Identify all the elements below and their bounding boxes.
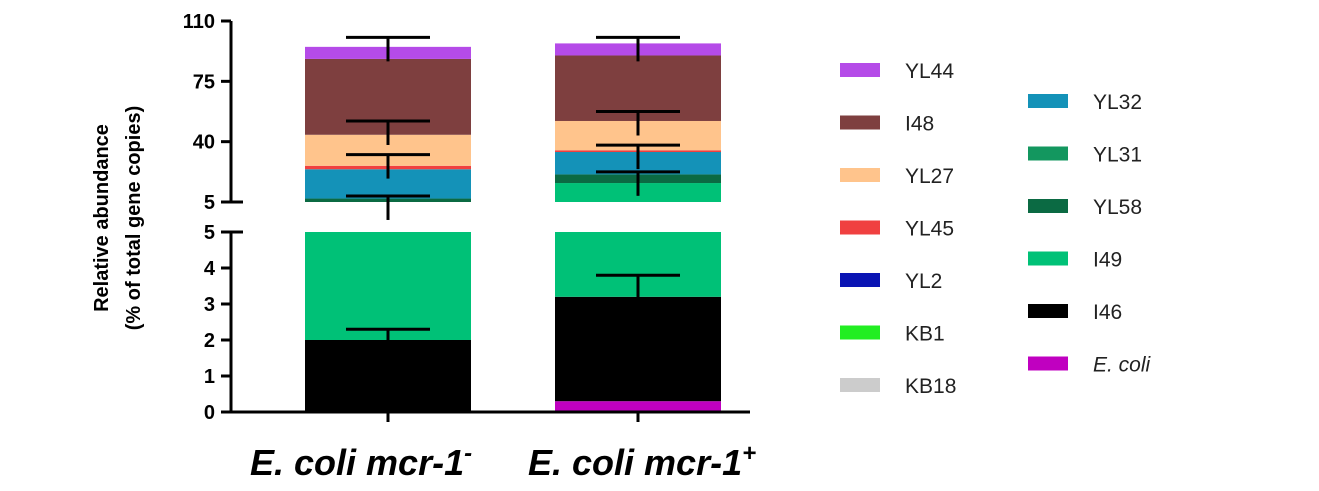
legend-label-yl32: YL32 xyxy=(1093,91,1142,114)
bar-segment-e-coli-cat2 xyxy=(555,401,721,412)
legend-label-yl27: YL27 xyxy=(905,165,954,188)
error-bar-cat2-8 xyxy=(596,143,680,170)
bar-segment-i46-cat2 xyxy=(555,296,721,402)
error-bar-cat2-10 xyxy=(596,35,680,62)
legend-item-e-coli: E. coli xyxy=(1028,354,1152,377)
legend-item-kb18: KB18 xyxy=(840,375,956,398)
legend-label-yl44: YL44 xyxy=(905,60,954,83)
legend-label-e-coli: E. coli xyxy=(1093,354,1152,377)
y-tick-label-upper-40: 40 xyxy=(193,132,215,154)
legend-swatch-yl27 xyxy=(840,168,880,182)
legend-item-i49: I49 xyxy=(1028,249,1122,272)
legend-item-yl31: YL31 xyxy=(1028,144,1142,167)
y-tick-label-upper-5: 5 xyxy=(204,192,215,214)
legend-swatch-i49 xyxy=(1028,251,1068,266)
legend-swatch-yl44 xyxy=(840,63,880,77)
category-label-2: E. coli mcr-1+ xyxy=(528,440,756,483)
legend-swatch-i46 xyxy=(1028,304,1068,318)
bar-segment-i49-cat1 xyxy=(305,232,471,340)
legend-label-kb1: KB1 xyxy=(905,323,945,346)
legend: YL44 I48 YL27 YL45 YL2 KB1 KB18 YL32 YL31 YL58 I49… xyxy=(840,60,1152,398)
y-tick-label-upper-110: 110 xyxy=(183,11,215,33)
legend-swatch-yl2 xyxy=(840,273,880,287)
legend-swatch-yl58 xyxy=(1028,199,1068,213)
legend-swatch-kb18 xyxy=(840,378,880,392)
legend-item-i46: I46 xyxy=(1028,301,1122,324)
legend-item-yl44: YL44 xyxy=(840,60,954,83)
y-tick-label-lower-3: 3 xyxy=(204,294,215,316)
tick-labels-layer: 0 1 2 3 4 5 5 40 75 110 xyxy=(183,11,216,424)
legend-swatch-e-coli xyxy=(1028,356,1068,371)
error-bar-cat1-5 xyxy=(346,35,430,62)
legend-label-i49: I49 xyxy=(1093,249,1122,272)
legend-item-yl2: YL2 xyxy=(840,270,942,293)
legend-label-yl45: YL45 xyxy=(905,218,954,241)
legend-label-yl58: YL58 xyxy=(1093,196,1142,219)
legend-item-i48: I48 xyxy=(840,113,934,136)
bars-layer xyxy=(305,43,721,412)
error-bar-cat2-6 xyxy=(596,273,680,300)
y-tick-label-lower-2: 2 xyxy=(204,330,215,352)
legend-label-i46: I46 xyxy=(1093,301,1122,324)
y-axis-title-line2: (% of total gene copies) xyxy=(123,106,145,330)
y-axis-title-line1: Relative abundance xyxy=(91,124,113,312)
axes-layer xyxy=(221,19,750,422)
y-tick-label-lower-1: 1 xyxy=(204,366,215,388)
legend-label-kb18: KB18 xyxy=(905,375,956,398)
error-bar-cat1-1 xyxy=(346,327,430,354)
category-labels: E. coli mcr-1- E. coli mcr-1+ xyxy=(250,440,756,483)
error-bar-cat1-3 xyxy=(346,153,430,179)
y-tick-label-lower-0: 0 xyxy=(204,402,215,424)
legend-item-yl45: YL45 xyxy=(840,218,954,241)
category-label-1: E. coli mcr-1- xyxy=(250,440,472,483)
y-tick-label-lower-5: 5 xyxy=(204,222,215,244)
legend-swatch-i48 xyxy=(840,115,880,130)
legend-swatch-yl32 xyxy=(1028,94,1068,108)
legend-item-yl27: YL27 xyxy=(840,165,954,188)
legend-label-yl31: YL31 xyxy=(1093,144,1142,167)
legend-swatch-yl31 xyxy=(1028,146,1068,161)
error-bar-cat1-4 xyxy=(346,119,430,145)
legend-item-yl58: YL58 xyxy=(1028,196,1142,219)
legend-label-i48: I48 xyxy=(905,113,934,136)
error-bars-layer xyxy=(346,35,680,354)
error-bar-cat2-9 xyxy=(596,110,680,136)
legend-swatch-kb1 xyxy=(840,325,880,340)
legend-item-kb1: KB1 xyxy=(840,323,945,346)
y-tick-label-lower-4: 4 xyxy=(204,258,216,280)
legend-item-yl32: YL32 xyxy=(1028,91,1142,114)
legend-swatch-yl45 xyxy=(840,220,880,235)
error-bar-cat2-7 xyxy=(596,170,680,196)
y-tick-label-upper-75: 75 xyxy=(193,71,215,93)
legend-label-yl2: YL2 xyxy=(905,270,942,293)
error-bar-cat1-2 xyxy=(346,194,430,220)
